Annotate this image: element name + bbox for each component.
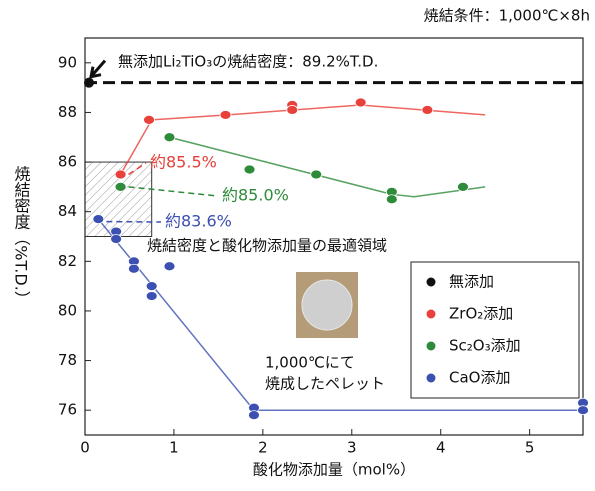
callout-label: 約85.5% xyxy=(150,153,217,172)
data-point xyxy=(93,215,104,224)
y-tick-label: 82 xyxy=(58,252,77,270)
data-point xyxy=(311,170,322,179)
x-tick-label: 1 xyxy=(169,439,179,457)
x-axis-label: 酸化物添加量（mol%） xyxy=(253,461,415,479)
x-tick-label: 2 xyxy=(258,439,268,457)
y-axis-label: 焼結密度（%T.D.） xyxy=(12,165,31,307)
x-tick-label: 5 xyxy=(525,439,535,457)
data-point xyxy=(164,262,175,271)
reference-arrow xyxy=(91,61,105,77)
data-point xyxy=(144,115,155,124)
y-tick-label: 86 xyxy=(58,153,77,171)
chart: 焼結条件：1,000℃×8h 酸化物添加量（mol%） 焼結密度（%T.D.） … xyxy=(0,0,595,487)
x-tick-label: 0 xyxy=(80,439,90,457)
callout-label: 約83.6% xyxy=(165,212,232,231)
legend-marker xyxy=(427,342,436,351)
y-tick-label: 78 xyxy=(58,351,77,369)
legend-label: Sc₂O₃添加 xyxy=(449,337,521,355)
data-point xyxy=(115,182,126,191)
data-point xyxy=(111,234,122,243)
data-point xyxy=(386,195,397,204)
legend-label: CaO添加 xyxy=(449,369,510,387)
y-tick-label: 84 xyxy=(58,202,77,220)
data-point xyxy=(355,98,366,107)
x-tick-label: 4 xyxy=(436,439,446,457)
pellet xyxy=(302,280,352,330)
data-point xyxy=(457,182,468,191)
data-point xyxy=(164,133,175,142)
data-point xyxy=(220,110,231,119)
data-point xyxy=(422,105,433,114)
photo-caption: 焼成したペレット xyxy=(265,375,385,393)
y-tick-label: 90 xyxy=(58,53,77,71)
legend-label: ZrO₂添加 xyxy=(449,305,513,323)
condition: 焼結条件：1,000℃×8h xyxy=(424,7,590,25)
data-point xyxy=(128,264,139,273)
data-point xyxy=(244,165,255,174)
data-point xyxy=(146,282,157,291)
legend-marker xyxy=(427,278,436,287)
data-point xyxy=(578,406,589,415)
legend-marker xyxy=(427,310,436,319)
data-point xyxy=(146,292,157,301)
callout-label: 約85.0% xyxy=(222,186,289,205)
data-point xyxy=(287,105,298,114)
data-point xyxy=(248,411,259,420)
reference-point xyxy=(84,78,94,88)
y-tick-label: 76 xyxy=(58,401,77,419)
legend-marker xyxy=(427,374,436,383)
y-tick-label: 80 xyxy=(58,301,77,319)
photo-caption: 1,000℃にて xyxy=(265,354,355,372)
reference-label: 無添加Li₂TiO₃の焼結密度：89.2%T.D. xyxy=(118,53,378,71)
data-point xyxy=(115,170,126,179)
x-tick-label: 3 xyxy=(347,439,357,457)
y-tick-label: 88 xyxy=(58,103,77,121)
legend-label: 無添加 xyxy=(449,273,494,291)
region-label: 焼結密度と酸化物添加量の最適領域 xyxy=(147,237,387,255)
